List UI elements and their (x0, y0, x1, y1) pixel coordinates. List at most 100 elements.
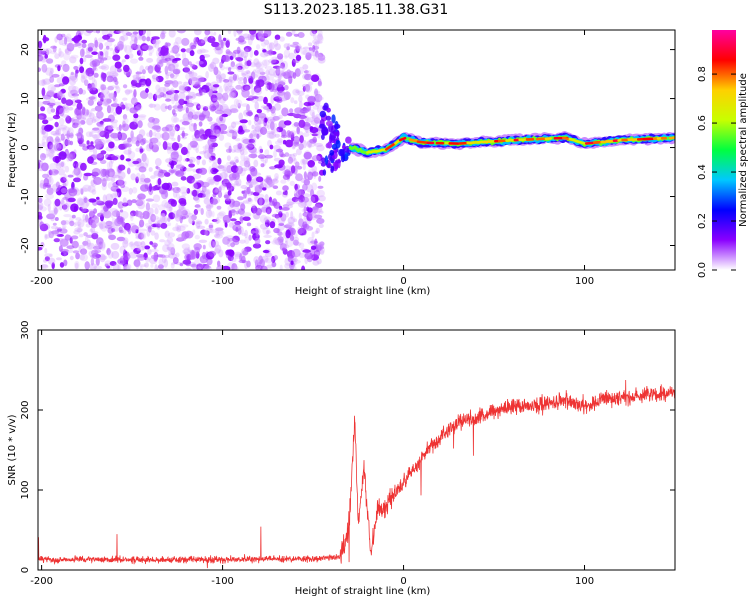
noise-speckle (277, 90, 286, 96)
noise-speckle (164, 201, 173, 209)
carrier-core (385, 142, 396, 151)
noise-speckle (319, 249, 325, 255)
noise-speckle (204, 230, 208, 236)
noise-speckle (75, 130, 83, 139)
noise-speckle (65, 139, 71, 146)
noise-speckle (194, 258, 200, 266)
noise-speckle (312, 39, 321, 45)
noise-speckle (44, 233, 48, 240)
noise-speckle (57, 128, 62, 136)
noise-speckle (208, 166, 212, 175)
noise-speckle (87, 185, 96, 193)
noise-speckle (210, 198, 218, 205)
noise-speckle (215, 109, 224, 115)
noise-speckle (295, 89, 300, 94)
noise-speckle (226, 155, 231, 162)
noise-speckle (147, 65, 154, 74)
noise-speckle (130, 243, 135, 250)
noise-speckle (215, 70, 222, 79)
noise-speckle (78, 198, 86, 206)
noise-speckle (250, 129, 259, 136)
noise-speckle (51, 262, 55, 270)
spectrogram-ylabel: Frequency (Hz) (7, 112, 18, 188)
noise-speckle (229, 176, 234, 181)
noise-speckle (93, 72, 99, 78)
noise-speckle (219, 76, 223, 84)
noise-speckle (110, 103, 120, 108)
noise-speckle (200, 181, 210, 188)
noise-speckle (200, 208, 204, 215)
noise-speckle (138, 246, 145, 251)
noise-speckle (110, 221, 119, 228)
noise-speckle (268, 68, 276, 76)
noise-speckle (263, 106, 270, 110)
transition-blob (326, 163, 332, 169)
noise-speckle (277, 231, 283, 237)
noise-speckle (63, 220, 70, 225)
noise-speckle (69, 255, 74, 261)
noise-speckle (310, 74, 320, 82)
noise-speckle (156, 221, 161, 230)
noise-speckle (183, 251, 189, 255)
noise-speckle (253, 62, 263, 68)
noise-speckle (278, 114, 283, 120)
noise-speckle (105, 45, 110, 50)
noise-speckle (246, 186, 251, 195)
noise-speckle (54, 129, 60, 136)
noise-speckle (100, 84, 107, 91)
noise-speckle (130, 97, 138, 106)
noise-speckle (173, 45, 178, 53)
noise-speckle (90, 219, 95, 223)
noise-speckle (232, 200, 241, 207)
noise-speckle (217, 157, 222, 165)
noise-speckle (269, 221, 276, 229)
noise-speckle (91, 231, 99, 235)
noise-speckle (77, 245, 86, 249)
noise-speckle (43, 177, 49, 187)
noise-speckle (275, 66, 281, 76)
noise-speckle (67, 127, 74, 136)
noise-speckle (209, 100, 214, 109)
noise-speckle (59, 107, 65, 117)
noise-speckle (83, 232, 88, 237)
noise-speckle (259, 36, 265, 42)
noise-speckle (303, 206, 307, 214)
noise-speckle (269, 121, 275, 131)
noise-speckle (195, 147, 199, 154)
noise-speckle (181, 107, 186, 111)
noise-speckle (101, 178, 107, 187)
noise-speckle (165, 73, 169, 80)
noise-speckle (195, 134, 204, 142)
noise-speckle (298, 45, 303, 50)
noise-speckle (150, 230, 156, 236)
noise-speckle (71, 75, 78, 83)
noise-speckle (235, 37, 243, 42)
noise-speckle (218, 186, 222, 193)
noise-speckle (187, 111, 194, 120)
noise-speckle (155, 75, 164, 83)
noise-speckle (164, 41, 171, 49)
noise-speckle (175, 53, 181, 57)
noise-speckle (49, 253, 53, 258)
noise-speckle (62, 203, 70, 212)
noise-speckle (149, 65, 154, 69)
noise-speckle (190, 263, 198, 268)
noise-speckle (82, 184, 92, 192)
noise-speckle (280, 62, 286, 69)
noise-speckle (164, 188, 168, 198)
noise-speckle (265, 130, 275, 135)
noise-speckle (255, 61, 261, 69)
noise-speckle (135, 260, 140, 270)
noise-speckle (254, 237, 261, 245)
noise-speckle (250, 33, 255, 41)
noise-speckle (216, 216, 220, 225)
noise-speckle (97, 138, 106, 147)
noise-speckle (282, 174, 290, 181)
noise-speckle (278, 63, 283, 69)
noise-speckle (278, 124, 286, 128)
noise-speckle (316, 39, 320, 48)
noise-speckle (292, 140, 296, 149)
noise-speckle (135, 82, 142, 88)
noise-speckle (297, 32, 305, 38)
noise-speckle (88, 210, 95, 219)
